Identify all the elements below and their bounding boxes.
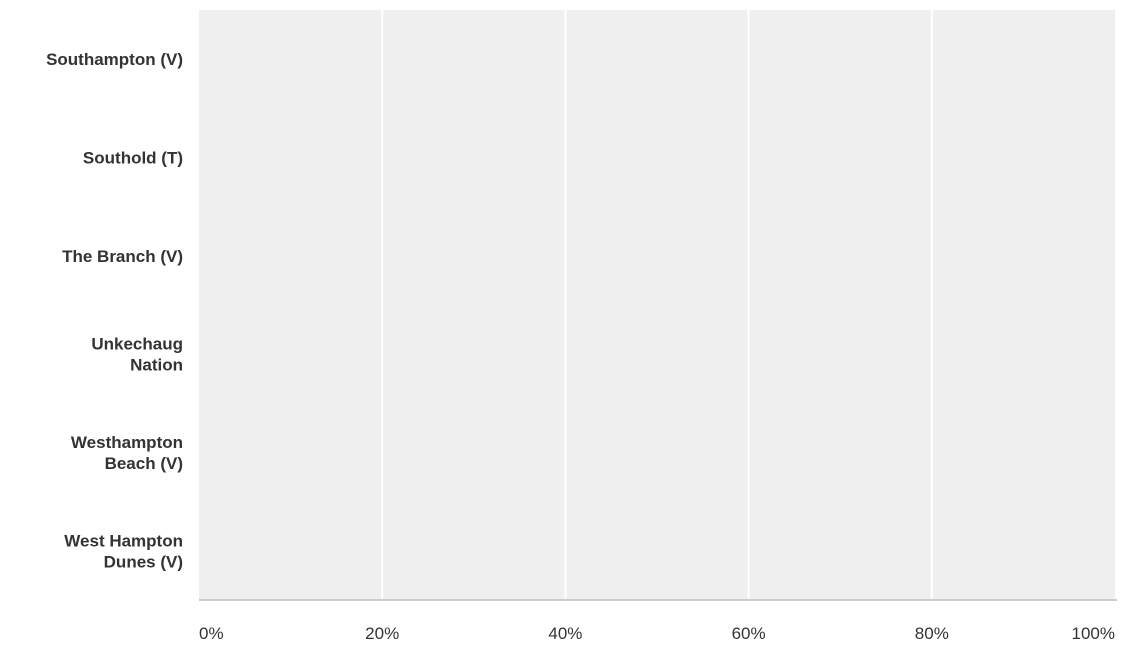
plot-background xyxy=(199,10,1115,600)
x-tick-label: 100% xyxy=(1072,624,1115,643)
category-label: West Hampton Dunes (V) xyxy=(64,531,183,571)
gridlines xyxy=(381,10,933,600)
category-label: Southold (T) xyxy=(83,149,183,168)
x-tick-label: 20% xyxy=(365,624,399,643)
x-tick-label: 40% xyxy=(548,624,582,643)
x-tick-labels: 0% 20% 40% 60% 80% 100% xyxy=(199,624,1115,643)
x-tick-label: 0% xyxy=(199,624,224,643)
x-tick-label: 60% xyxy=(732,624,766,643)
category-label: Westhampton Beach (V) xyxy=(71,433,183,473)
category-label: The Branch (V) xyxy=(62,247,183,266)
category-labels: Southampton (V) Southold (T) The Branch (V… xyxy=(46,50,183,571)
x-tick-label: 80% xyxy=(915,624,949,643)
category-label: Southampton (V) xyxy=(46,50,183,69)
category-label: Unkechaug Nation xyxy=(91,335,183,375)
